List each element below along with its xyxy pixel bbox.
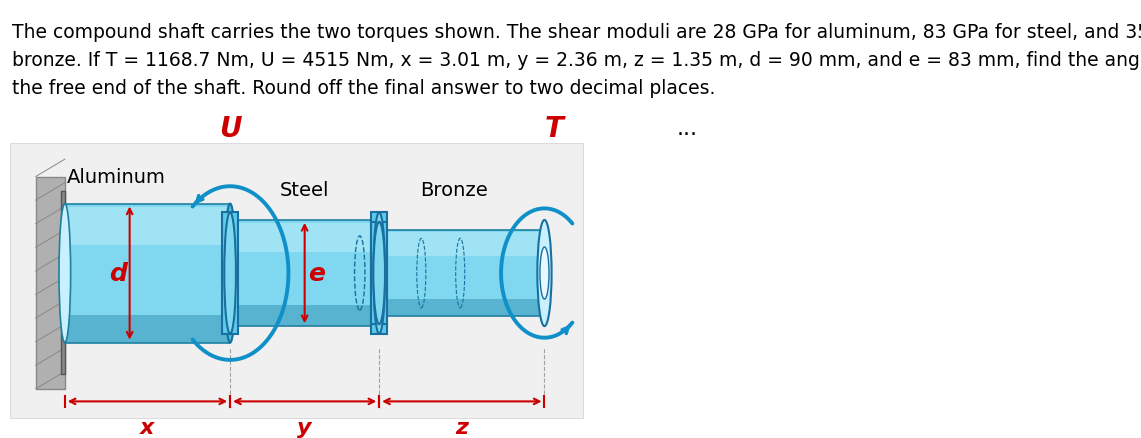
Ellipse shape	[373, 223, 385, 325]
Text: Aluminum: Aluminum	[67, 168, 167, 187]
Text: d: d	[110, 261, 127, 286]
Text: e: e	[308, 261, 325, 286]
Text: T: T	[544, 115, 564, 143]
Text: z: z	[455, 417, 468, 437]
Ellipse shape	[537, 220, 551, 326]
Text: y: y	[298, 417, 311, 437]
FancyBboxPatch shape	[60, 191, 65, 374]
Ellipse shape	[59, 204, 71, 343]
FancyBboxPatch shape	[379, 230, 544, 317]
FancyBboxPatch shape	[230, 220, 379, 326]
FancyBboxPatch shape	[65, 204, 230, 343]
FancyBboxPatch shape	[372, 213, 387, 334]
Ellipse shape	[225, 204, 236, 343]
FancyBboxPatch shape	[379, 232, 544, 256]
FancyBboxPatch shape	[230, 305, 379, 326]
FancyBboxPatch shape	[35, 177, 65, 389]
Text: Bronze: Bronze	[420, 180, 487, 199]
FancyBboxPatch shape	[65, 208, 230, 246]
Ellipse shape	[373, 213, 385, 334]
FancyBboxPatch shape	[379, 300, 544, 317]
Ellipse shape	[225, 213, 236, 334]
Ellipse shape	[540, 247, 549, 300]
Text: The compound shaft carries the two torques shown. The shear moduli are 28 GPa fo: The compound shaft carries the two torqu…	[11, 23, 1141, 98]
FancyBboxPatch shape	[372, 223, 387, 325]
FancyBboxPatch shape	[65, 315, 230, 343]
Text: Steel: Steel	[280, 180, 330, 199]
Text: x: x	[140, 417, 155, 437]
FancyBboxPatch shape	[222, 213, 237, 334]
FancyBboxPatch shape	[10, 144, 583, 418]
Text: ...: ...	[677, 119, 697, 139]
Text: U: U	[219, 115, 242, 143]
FancyBboxPatch shape	[230, 223, 379, 252]
